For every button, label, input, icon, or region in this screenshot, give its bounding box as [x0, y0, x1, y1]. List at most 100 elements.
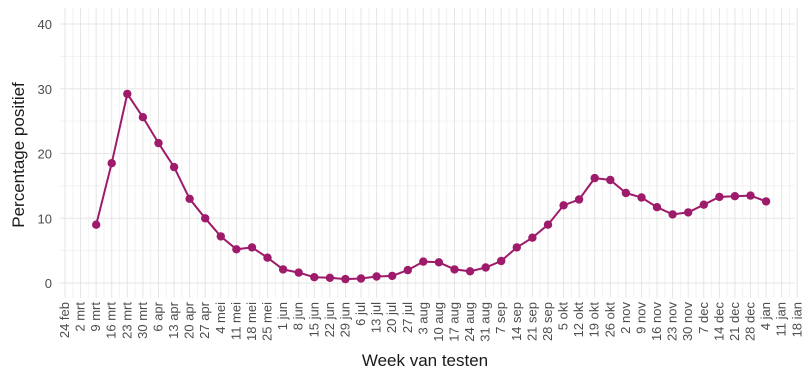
x-tick-label: 13 apr	[166, 301, 181, 339]
data-point	[325, 273, 335, 282]
data-point	[497, 256, 506, 266]
x-tick-label: 11 mei	[228, 302, 243, 340]
data-point	[388, 271, 397, 281]
x-tick-label: 11 jan	[774, 302, 789, 336]
data-point	[232, 245, 241, 254]
x-tick-label: 14 dec	[711, 302, 726, 342]
x-tick-label: 7 dec	[696, 302, 711, 334]
x-tick-label: 29 jun	[337, 302, 352, 337]
data-point	[356, 274, 366, 283]
y-tick-label: 10	[38, 211, 52, 226]
x-tick-label: 20 jul	[384, 302, 399, 333]
x-tick-label: 17 aug	[447, 302, 462, 342]
series-points	[92, 89, 771, 284]
x-tick-label: 31 aug	[478, 302, 493, 342]
data-point	[450, 265, 459, 274]
x-tick-label: 26 okt	[602, 302, 617, 338]
y-tick-label: 0	[45, 276, 52, 291]
x-tick-label: 16 nov	[649, 302, 664, 342]
x-tick-label: 24 aug	[462, 302, 477, 342]
data-point	[247, 243, 257, 252]
data-point	[278, 265, 288, 274]
data-point	[419, 257, 428, 266]
data-point	[715, 192, 724, 202]
x-tick-label: 6 jul	[353, 302, 368, 326]
x-tick-label: 5 okt	[556, 302, 571, 331]
x-tick-label: 15 jun	[306, 302, 321, 337]
x-tick-label: 10 aug	[431, 302, 446, 342]
x-tick-label: 22 jun	[322, 302, 337, 337]
y-tick-label: 30	[38, 82, 52, 97]
x-tick-label: 9 nov	[633, 302, 648, 334]
data-point	[699, 200, 708, 209]
x-tick-label: 28 sep	[540, 302, 555, 341]
x-tick-label: 12 okt	[571, 302, 586, 338]
x-tick-label: 6 apr	[150, 301, 165, 331]
x-tick-label: 20 apr	[182, 301, 197, 339]
data-point	[465, 267, 475, 276]
x-tick-label: 2 nov	[618, 302, 633, 334]
data-point	[372, 272, 381, 281]
data-point	[652, 203, 662, 212]
y-tick-label: 40	[38, 17, 52, 32]
data-point	[138, 113, 148, 122]
data-point	[185, 194, 194, 203]
x-tick-label: 23 mrt	[119, 302, 134, 339]
x-tick-label: 28 dec	[743, 302, 758, 342]
x-tick-label: 19 okt	[587, 302, 602, 338]
x-tick-label: 30 nov	[680, 302, 695, 342]
data-point	[559, 201, 568, 210]
data-point	[310, 273, 319, 282]
major-gridlines	[60, 8, 798, 298]
data-point	[606, 175, 615, 185]
x-tick-label: 4 jan	[758, 302, 773, 330]
x-tick-label: 27 apr	[197, 301, 212, 339]
data-point	[123, 89, 132, 99]
x-tick-label: 27 jul	[400, 302, 415, 333]
data-point	[761, 197, 771, 206]
x-tick-label: 1 jun	[275, 302, 290, 330]
data-point	[434, 258, 444, 267]
x-tick-label: 21 sep	[524, 302, 539, 341]
data-point	[481, 263, 490, 272]
x-tick-label: 14 sep	[509, 302, 524, 341]
x-tick-label: 30 mrt	[135, 302, 150, 339]
data-point	[92, 220, 101, 229]
x-axis-title: Week van testen	[362, 351, 488, 370]
data-point	[746, 191, 755, 200]
data-point	[668, 210, 677, 219]
data-point	[684, 208, 693, 217]
y-axis-title: Percentage positief	[9, 82, 28, 228]
x-tick-label: 21 dec	[727, 302, 742, 342]
x-tick-label: 13 jul	[369, 302, 384, 333]
data-point	[154, 138, 163, 148]
data-point	[637, 193, 646, 202]
y-axis-ticks: 0 10 20 30 40	[38, 17, 52, 291]
x-tick-label: 23 nov	[665, 302, 680, 342]
data-point	[216, 232, 225, 241]
data-point	[341, 274, 350, 284]
x-tick-label: 18 jan	[789, 302, 802, 337]
x-tick-label: 3 aug	[415, 302, 430, 335]
data-point	[403, 265, 412, 275]
data-point	[590, 173, 599, 183]
data-point	[263, 253, 272, 262]
data-point	[621, 188, 631, 198]
data-point	[528, 233, 537, 242]
x-tick-label: 8 jun	[291, 302, 306, 330]
data-point	[574, 195, 584, 204]
data-point	[169, 162, 179, 172]
data-point	[201, 214, 210, 223]
x-axis-ticks: 24 feb 2 mrt 9 mrt 16 mrt 23 mrt 30 mrt 6 apr 1…	[57, 301, 802, 341]
x-tick-label: 16 mrt	[104, 302, 119, 339]
x-tick-label: 4 mei	[213, 302, 228, 334]
x-tick-label: 2 mrt	[73, 302, 88, 332]
data-point	[730, 192, 740, 201]
y-tick-label: 20	[38, 147, 52, 162]
x-tick-label: 7 sep	[493, 302, 508, 334]
x-tick-label: 9 mrt	[88, 302, 103, 332]
data-point	[512, 243, 521, 252]
x-tick-label: 18 mei	[244, 302, 259, 341]
x-tick-label: 25 mei	[260, 302, 275, 341]
